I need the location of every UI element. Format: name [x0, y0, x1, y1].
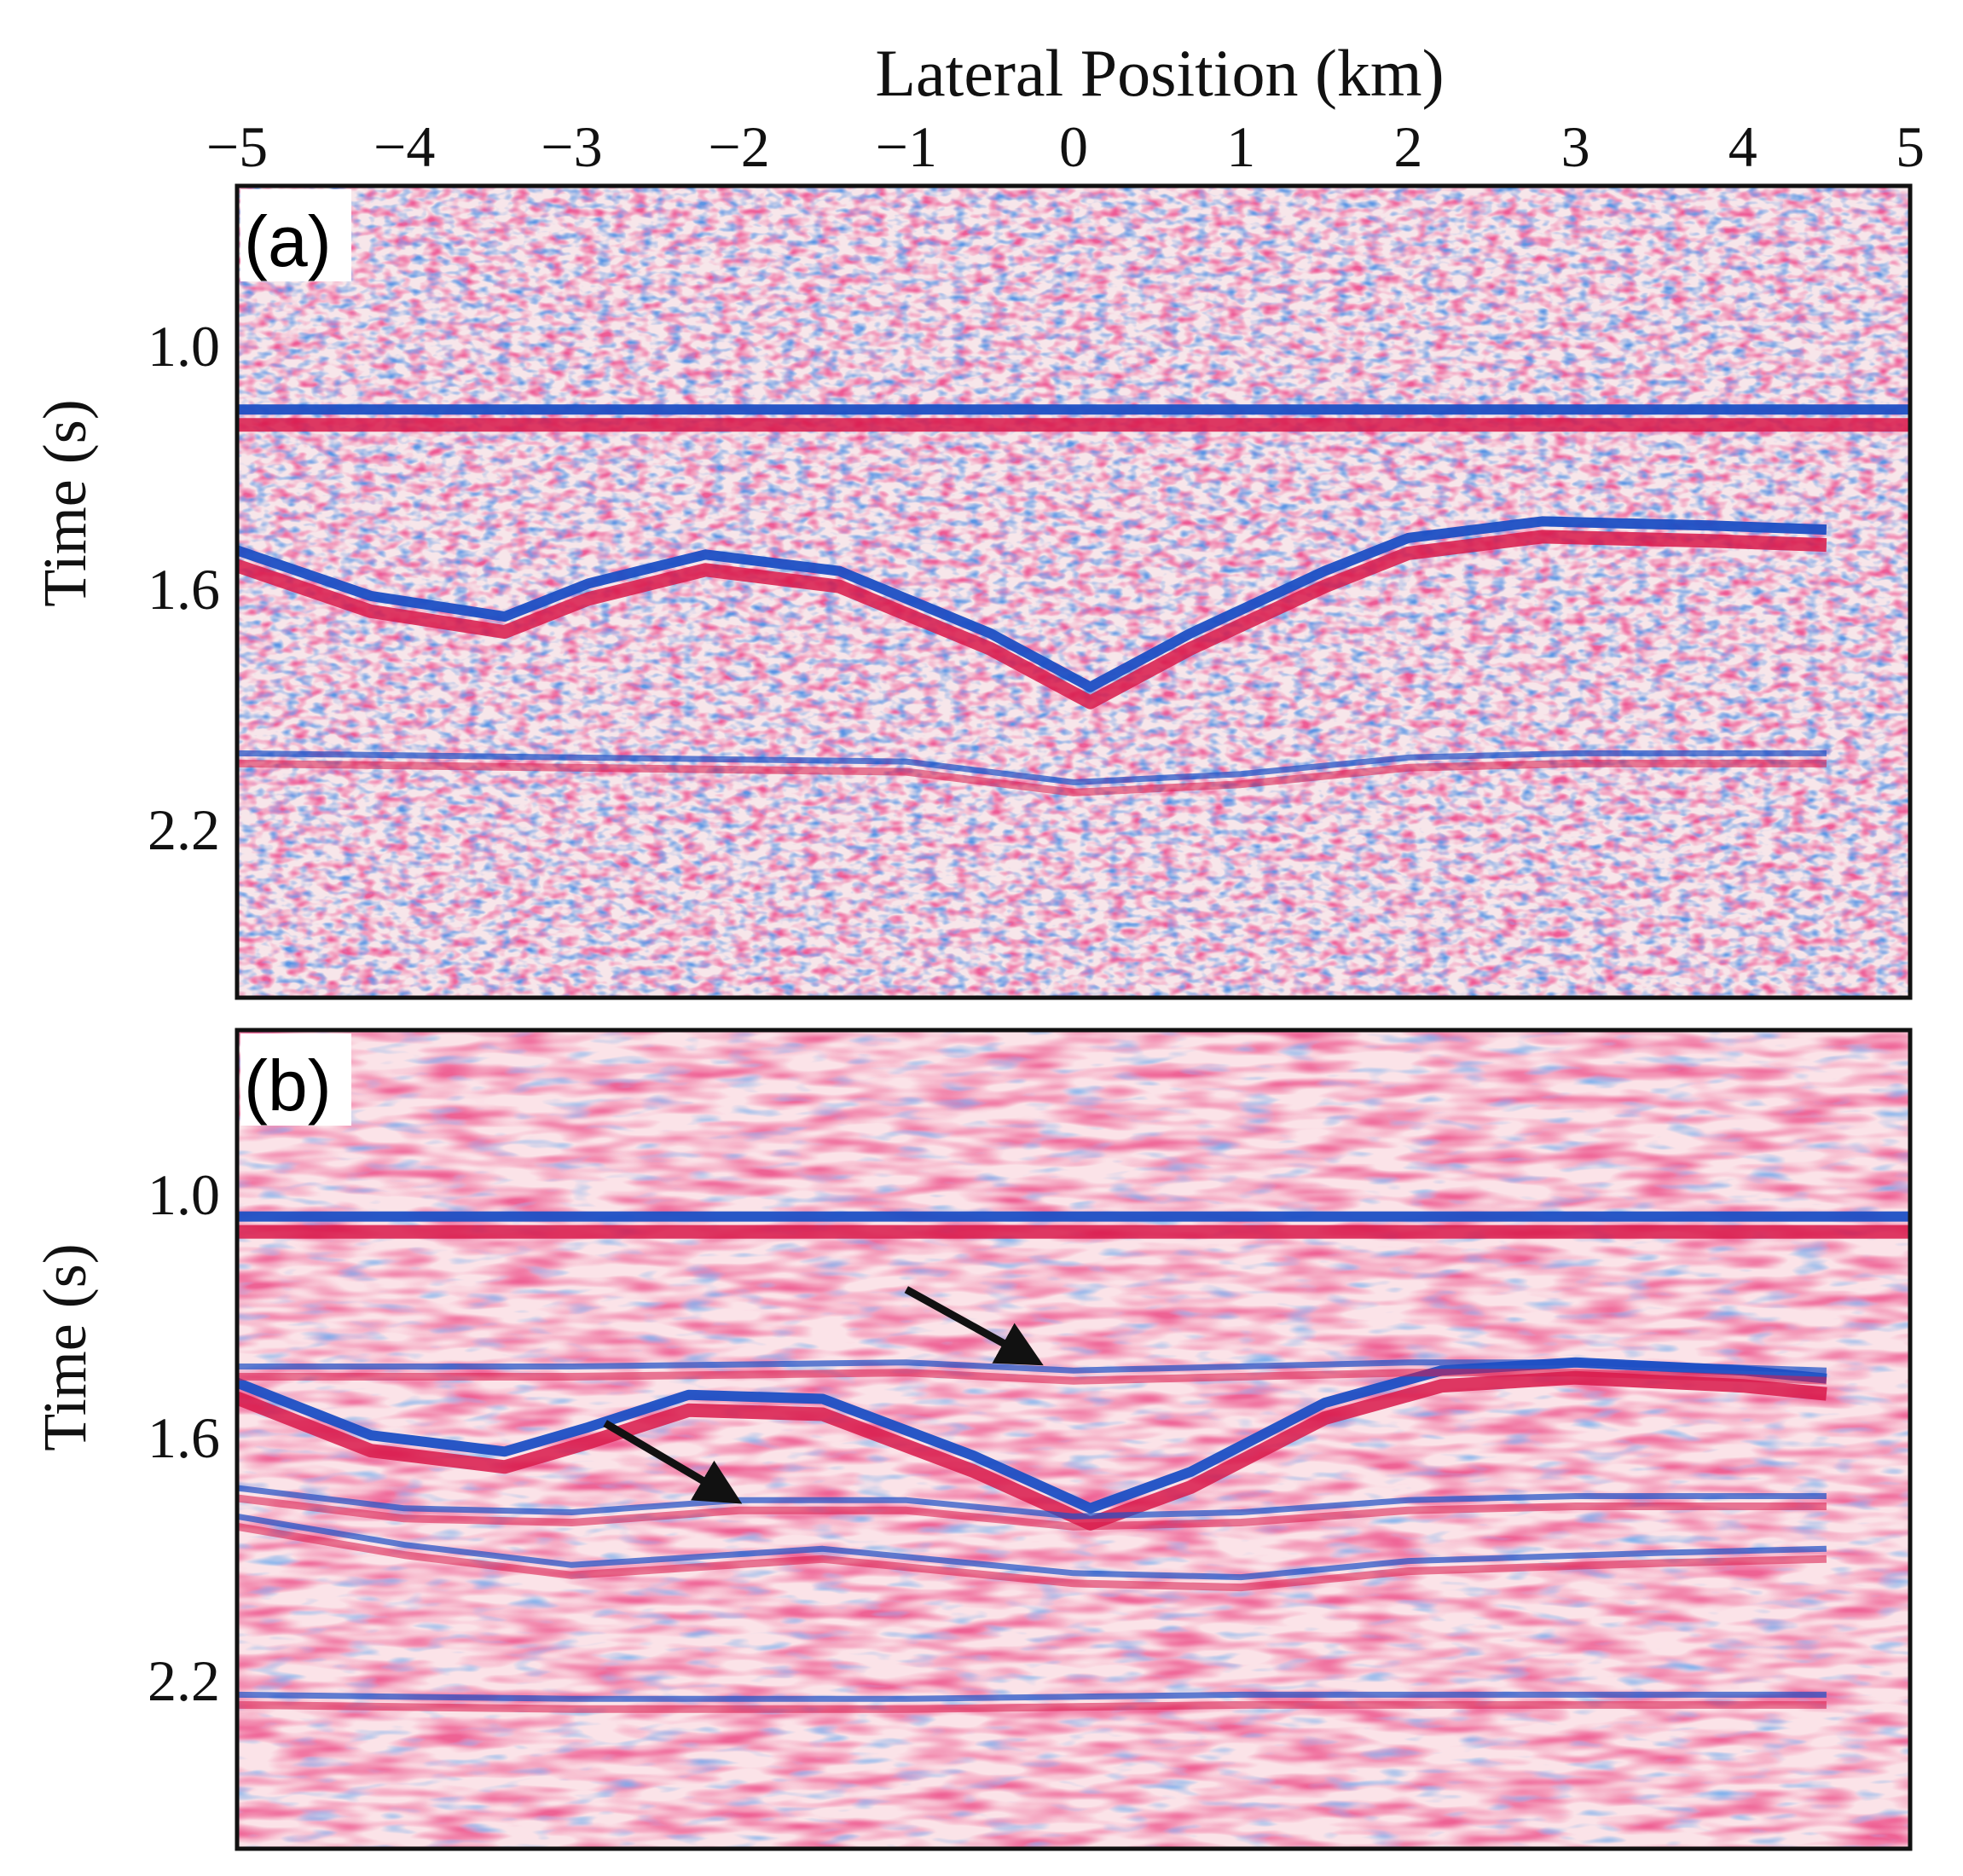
panel-a-y-ticks: 1.0 1.6 2.2	[148, 314, 220, 862]
y-tick-label: 1.6	[148, 1405, 220, 1470]
reflector-event	[237, 1485, 1827, 1520]
x-tick-label: −1	[876, 114, 937, 179]
panel-b-label-bg	[240, 1034, 351, 1126]
panel-b-label: (b)	[244, 1045, 332, 1126]
panel-a-label: (a)	[244, 201, 332, 281]
panel-b-reflectors	[237, 1211, 1910, 1713]
reflector-positive-lobe	[237, 1522, 1827, 1592]
y-tick-label: 1.0	[148, 314, 220, 379]
x-tick-label: 0	[1059, 114, 1088, 179]
y-tick-label: 2.2	[148, 1648, 220, 1713]
x-axis-title: Lateral Position (km)	[875, 36, 1444, 110]
reflector-event	[237, 516, 1827, 692]
x-tick-label: 5	[1896, 114, 1925, 179]
annotation-arrow	[904, 1286, 1044, 1366]
x-tick-label: 4	[1728, 114, 1757, 179]
reflector-positive-lobe	[237, 530, 1827, 709]
reflector-event	[237, 750, 1827, 785]
reflector-event	[237, 1359, 1827, 1374]
panel-b-y-ticks: 1.0 1.6 2.2	[148, 1162, 220, 1713]
panel-b-y-axis-title: Time (s)	[31, 1243, 99, 1450]
reflector-event	[237, 1513, 1827, 1581]
x-tick-label: −3	[541, 114, 602, 179]
panel-a-y-axis-title: Time (s)	[31, 399, 99, 606]
reflector-positive-lobe	[237, 1494, 1827, 1531]
x-tick-label: −2	[708, 114, 769, 179]
panel-b-arrows	[603, 1286, 1044, 1504]
x-tick-label: 1	[1226, 114, 1255, 179]
x-tick-label: −4	[373, 114, 435, 179]
panel-a: (a) 1.0 1.6 2.2 Time (s)	[31, 183, 1913, 1000]
reflector-positive-lobe	[237, 1700, 1827, 1713]
panel-a-label-bg	[240, 189, 351, 281]
y-tick-label: 2.2	[148, 797, 220, 862]
x-tick-label: 3	[1561, 114, 1590, 179]
y-tick-label: 1.0	[148, 1162, 220, 1227]
panel-b: (b) 1.0 1.6 2.2 Time (s)	[31, 1028, 1913, 1851]
panel-b-noise	[237, 1030, 1910, 1849]
x-tick-label: −5	[206, 114, 268, 179]
reflector-positive-lobe	[237, 1370, 1827, 1531]
x-axis-ticks: −5 −4 −3 −2 −1 0 1 2 3 4 5	[206, 114, 1925, 179]
panel-a-noise	[237, 186, 1910, 998]
reflector-event	[237, 1691, 1827, 1702]
panel-a-frame	[235, 183, 1913, 1000]
x-tick-label: 2	[1393, 114, 1422, 179]
panel-b-frame	[235, 1028, 1913, 1851]
annotation-arrow	[603, 1420, 743, 1504]
panel-a-reflectors	[237, 404, 1910, 796]
reflector-positive-lobe	[237, 1369, 1827, 1385]
y-tick-label: 1.6	[148, 557, 220, 622]
reflector-positive-lobe	[237, 759, 1827, 796]
